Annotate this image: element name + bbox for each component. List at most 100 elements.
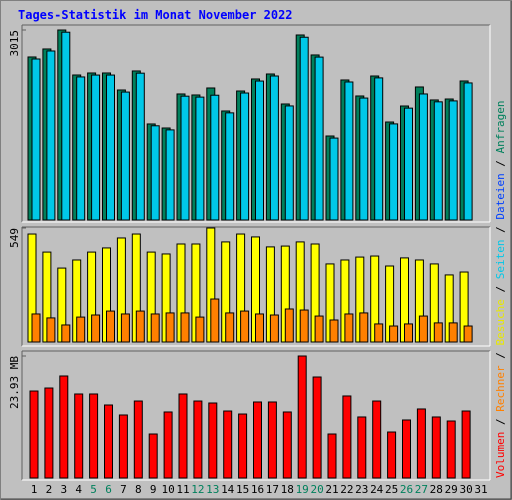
bar: [240, 92, 250, 221]
bar: [389, 325, 399, 343]
x-tick-label: 18: [281, 483, 294, 496]
legend-separator: /: [494, 346, 507, 366]
bar: [267, 401, 277, 479]
legend: Volumen / Rechner / Besuche / Seiten / D…: [494, 100, 507, 478]
bar: [329, 319, 339, 343]
x-tick-label: 3: [60, 483, 67, 496]
x-tick-label: 15: [236, 483, 249, 496]
bar: [374, 323, 384, 343]
bar: [31, 313, 41, 343]
bar: [163, 411, 173, 479]
bar: [29, 390, 39, 479]
legend-separator: /: [494, 153, 507, 173]
bar: [357, 416, 367, 479]
bar: [225, 112, 235, 221]
bar: [372, 400, 382, 479]
bar: [76, 76, 86, 221]
bar: [463, 82, 473, 221]
bar: [416, 408, 426, 479]
bar: [150, 125, 160, 221]
bar: [342, 395, 352, 479]
legend-entry: Anfragen: [494, 100, 507, 153]
x-tick-label: 31: [474, 483, 487, 496]
bar: [46, 50, 56, 221]
y-tick-label: 549: [8, 228, 21, 248]
bar: [195, 96, 205, 221]
bar: [387, 431, 397, 479]
x-tick-label: 20: [310, 483, 323, 496]
bar: [31, 58, 41, 221]
bar: [359, 312, 369, 343]
bar: [240, 310, 250, 343]
bar: [282, 411, 292, 479]
x-tick-label: 1: [31, 483, 38, 496]
bar: [165, 129, 175, 221]
bar: [178, 393, 188, 479]
bar: [148, 433, 158, 479]
bar: [133, 400, 143, 479]
bar: [106, 310, 115, 343]
bar: [448, 322, 458, 343]
bar: [269, 75, 279, 221]
x-tick-label: 28: [430, 483, 443, 496]
bar: [165, 312, 175, 343]
bar: [314, 315, 324, 343]
x-tick-label: 30: [459, 483, 472, 496]
bar: [76, 316, 86, 343]
bar: [431, 416, 441, 479]
bar: [238, 413, 248, 479]
x-tick-label: 7: [120, 483, 127, 496]
bar: [89, 393, 99, 479]
bar: [195, 316, 205, 343]
legend-separator: /: [494, 279, 507, 299]
bar: [44, 387, 54, 479]
bar: [255, 80, 264, 221]
legend-entry: Besuche: [494, 299, 507, 345]
bar: [118, 414, 128, 479]
bar: [389, 123, 399, 221]
bar: [284, 308, 294, 343]
legend-entry: Rechner: [494, 365, 507, 412]
bar: [402, 419, 411, 479]
bar: [299, 309, 309, 343]
bar: [299, 36, 309, 221]
bar: [208, 402, 218, 479]
x-tick-label: 8: [135, 483, 142, 496]
bar: [433, 322, 443, 343]
bar: [193, 400, 203, 479]
x-tick-label: 5: [90, 483, 97, 496]
x-tick-label: 14: [221, 483, 235, 496]
bar: [329, 137, 339, 221]
bar: [269, 314, 279, 343]
x-tick-label: 6: [105, 483, 112, 496]
bar: [374, 77, 384, 221]
bar: [223, 410, 233, 479]
x-tick-label: 16: [251, 483, 264, 496]
bar: [418, 315, 428, 343]
x-tick-label: 27: [415, 483, 428, 496]
bar: [135, 72, 145, 221]
bar: [210, 298, 220, 343]
bar: [344, 81, 354, 221]
x-tick-label: 25: [385, 483, 398, 496]
y-tick-label: 23.93 MB: [8, 356, 21, 409]
chart-title: Tages-Statistik im Monat November 2022: [18, 8, 293, 22]
x-tick-label: 19: [296, 483, 309, 496]
bar: [210, 94, 220, 221]
bar: [74, 393, 84, 479]
x-tick-label: 11: [176, 483, 189, 496]
bar: [46, 317, 56, 343]
bar: [120, 313, 130, 343]
x-tick-label: 9: [150, 483, 157, 496]
legend-entry: Dateien: [494, 173, 507, 219]
bar: [314, 56, 324, 221]
x-tick-label: 13: [206, 483, 219, 496]
bar: [463, 325, 473, 343]
bar: [180, 95, 190, 221]
bar: [344, 313, 354, 343]
x-tick-label: 23: [355, 483, 368, 496]
bar: [135, 310, 145, 343]
bar: [255, 313, 264, 343]
